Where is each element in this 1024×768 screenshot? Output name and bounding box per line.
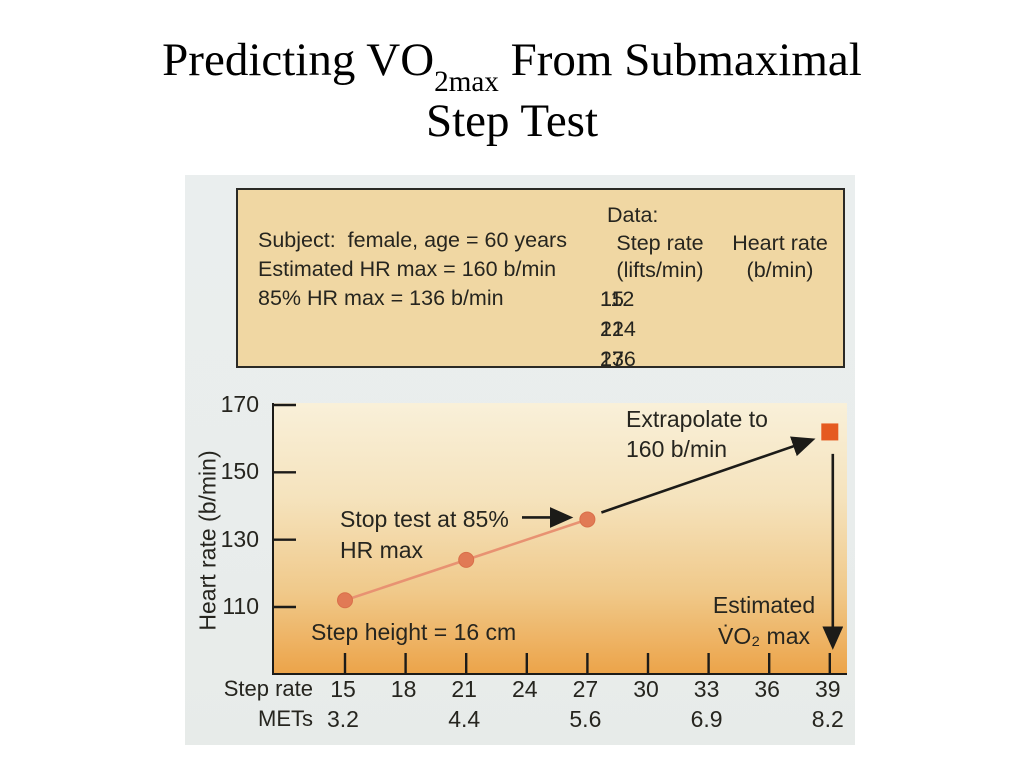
x-tick-label: 24 — [512, 676, 538, 702]
data-point — [458, 551, 475, 568]
x-tick-label: 36 — [754, 676, 780, 702]
title-text-pre: Predicting VO — [162, 34, 435, 86]
met-value: 5.6 — [569, 706, 602, 732]
step-rate-column-header: Step rate (lifts/min) — [616, 231, 704, 282]
extrapolated-point-marker — [821, 423, 839, 441]
data-point — [337, 592, 353, 609]
title-text-post: From Submaximal — [498, 34, 862, 86]
mets-axis-name: METs — [258, 706, 313, 731]
met-value: 6.9 — [690, 706, 723, 732]
x-tick-label: 18 — [390, 676, 417, 702]
x-tick-label: 27 — [572, 676, 599, 702]
stop-test-annotation: Stop test at 85% HR max — [340, 506, 509, 563]
y-tick-label: 170 — [220, 391, 259, 417]
extrapolate-annotation: Extrapolate to 160 b/min — [626, 406, 768, 462]
step-test-figure: Subject: female, age = 60 years Estimate… — [185, 175, 855, 745]
step-height-annotation: Step height = 16 cm — [311, 619, 517, 645]
chart-canvas — [274, 403, 844, 673]
table-cell: 27 — [600, 347, 624, 371]
y-tick-label: 110 — [222, 593, 259, 619]
slide-title-line1: Predicting VO2max From Submaximal — [0, 30, 1024, 96]
table-row: 15 112 — [600, 284, 840, 314]
table-cell: 124 — [600, 317, 636, 341]
title-subscript: 2max — [434, 65, 499, 98]
data-point — [579, 511, 596, 528]
x-axis-name: Step rate — [223, 676, 313, 701]
pct-hrmax-line: 85% HR max = 136 b/min — [258, 286, 504, 310]
table-cell: 112 — [600, 287, 635, 311]
met-value: 3.2 — [327, 706, 359, 732]
extrapolation-arrow — [600, 436, 816, 514]
subject-line: Subject: female, age = 60 years — [258, 228, 567, 252]
table-cell: 15 — [600, 287, 624, 311]
x-tick-label: 39 — [815, 676, 841, 702]
estimated-vo2max-annotation: Estimated V̇O₂ max — [712, 592, 816, 649]
chart-plot-area — [272, 403, 847, 675]
met-value: 8.2 — [811, 706, 844, 732]
table-row: 21 124 — [600, 314, 840, 344]
data-table-label: Data: — [607, 203, 659, 227]
hrmax-line: Estimated HR max = 160 b/min — [258, 257, 557, 281]
met-value: 4.4 — [448, 706, 481, 732]
slide-title-line2: Step Test — [425, 95, 599, 147]
data-table-rows: 15 112 21 124 27 136 — [600, 284, 840, 374]
x-tick-label: 30 — [633, 676, 659, 702]
heart-rate-column-header: Heart rate (b/min) — [732, 231, 828, 282]
table-cell: 21 — [600, 317, 624, 341]
y-tick-label: 150 — [220, 458, 259, 485]
x-tick-label: 21 — [451, 676, 477, 702]
info-box: Subject: female, age = 60 years Estimate… — [236, 188, 845, 371]
slide-title: Predicting VO2max From Submaximal Step T… — [0, 0, 1024, 152]
table-row: 27 136 — [600, 344, 840, 374]
x-tick-label: 33 — [693, 676, 720, 702]
x-tick-label: 15 — [330, 676, 356, 702]
y-tick-label: 130 — [220, 525, 259, 552]
table-cell: 136 — [600, 347, 636, 371]
